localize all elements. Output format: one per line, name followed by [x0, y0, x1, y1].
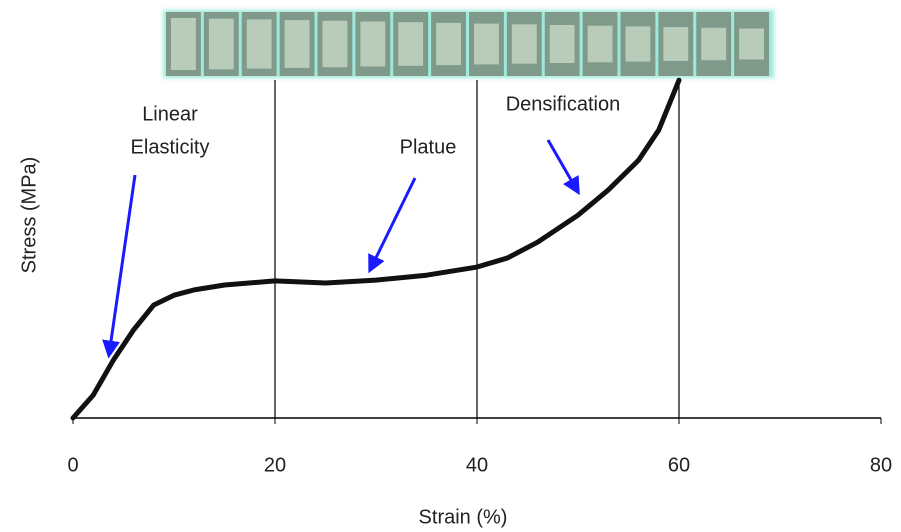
photo-sample [550, 25, 575, 63]
photo-sample [663, 27, 688, 61]
annotation-arrow [548, 140, 578, 192]
x-tick-label: 20 [264, 454, 286, 476]
x-tick-label: 40 [466, 454, 488, 476]
stress-strain-curve [73, 80, 679, 418]
photo-sample [209, 19, 234, 70]
annotation: Linear [142, 103, 198, 125]
photo-sample [398, 22, 423, 66]
photo-sample [739, 29, 764, 60]
x-axis-label: Strain (%) [419, 506, 508, 528]
y-axis-label: Stress (MPa) [18, 157, 40, 274]
photo-sample [588, 26, 613, 63]
photo-sample [285, 20, 310, 68]
photo-sample [626, 26, 651, 61]
chart: Strain (%) Stress (MPa) 0 20 40 60 80 Linear E… [0, 0, 901, 532]
photo-sample [247, 19, 272, 68]
x-tick-label: 0 [67, 454, 78, 476]
photo-sample [701, 28, 726, 60]
photo-sample [512, 24, 537, 63]
photo-sample [171, 18, 196, 70]
x-tick-label: 60 [668, 454, 690, 476]
annotation-arrow [370, 178, 415, 270]
photo-sample [436, 23, 461, 65]
annotation-arrow [109, 175, 135, 355]
photo-sample [323, 21, 348, 67]
annotation: Platue [400, 136, 457, 158]
annotation: Densification [506, 93, 621, 115]
annotation: Elasticity [131, 136, 210, 158]
x-tick-label: 80 [870, 454, 892, 476]
photo-sample [474, 24, 499, 65]
sample-photos [163, 10, 774, 78]
photo-sample [360, 22, 385, 67]
